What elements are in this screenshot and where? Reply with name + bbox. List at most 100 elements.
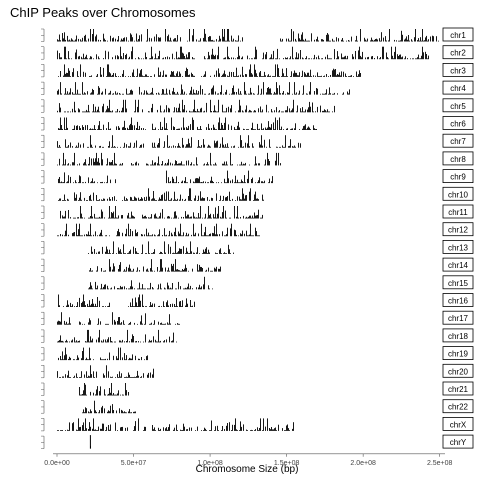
peak-bar xyxy=(83,409,84,414)
peak-bar xyxy=(209,288,210,290)
peak-bar xyxy=(292,46,293,60)
peak-bar xyxy=(297,57,298,60)
strip-label-chr12: chr12 xyxy=(448,226,469,235)
peak-bar xyxy=(97,93,98,95)
peak-bar xyxy=(208,267,209,272)
peak-bar xyxy=(268,159,269,166)
peak-bar xyxy=(189,188,190,201)
peak-bar xyxy=(274,428,275,431)
peak-bar xyxy=(209,234,210,237)
peak-bar xyxy=(154,427,155,431)
strip-box-chrX xyxy=(442,416,474,431)
peak-bar xyxy=(68,323,69,325)
peak-bar xyxy=(162,161,163,166)
peak-bar xyxy=(178,323,179,325)
peak-bar xyxy=(217,213,218,219)
peak-bar xyxy=(141,288,142,290)
peak-bar xyxy=(144,359,145,361)
peak-bar xyxy=(245,74,246,77)
peak-bar xyxy=(120,376,121,378)
peak-bar xyxy=(84,383,85,396)
peak-bar xyxy=(78,200,79,201)
peak-bar xyxy=(179,199,180,201)
peak-bar xyxy=(207,235,208,237)
peak-bar xyxy=(149,306,150,307)
peak-bar xyxy=(160,428,161,431)
peak-bar xyxy=(323,39,324,42)
peak-bar xyxy=(138,129,139,130)
peak-bar xyxy=(95,281,96,290)
strip-box-chr8 xyxy=(442,151,474,166)
peak-bar xyxy=(70,302,71,307)
peak-bar xyxy=(94,161,95,166)
peak-bar xyxy=(142,75,143,77)
peak-bar xyxy=(263,128,264,130)
peak-bar xyxy=(79,297,80,307)
peak-bar xyxy=(116,199,117,201)
peak-bar xyxy=(169,57,170,60)
peak-bar xyxy=(125,383,126,396)
peak-bar xyxy=(101,182,102,184)
peak-bar xyxy=(169,200,170,201)
peak-bar xyxy=(79,109,80,113)
peak-bar xyxy=(365,39,366,42)
peak-bar xyxy=(119,232,120,237)
peak-bar xyxy=(225,210,226,219)
peak-bar xyxy=(176,200,177,201)
peak-bar xyxy=(380,57,381,60)
peak-bar xyxy=(223,206,224,219)
peak-bar xyxy=(190,146,191,148)
peak-bar xyxy=(212,270,213,272)
peak-bar xyxy=(165,235,166,237)
peak-bar xyxy=(153,323,154,325)
peak-bar xyxy=(116,217,117,219)
peak-bar xyxy=(99,216,100,219)
peak-bar xyxy=(203,198,204,201)
peak-bar xyxy=(135,197,136,201)
peak-bar xyxy=(186,144,187,148)
peak-bar xyxy=(161,195,162,201)
peak-bar xyxy=(263,52,264,60)
peak-bar xyxy=(126,108,127,113)
peak-bar xyxy=(212,198,213,201)
peak-bar xyxy=(107,306,108,307)
peak-bar xyxy=(208,164,209,166)
peak-bar xyxy=(70,111,71,113)
peak-bar xyxy=(172,265,173,272)
peak-bar xyxy=(148,164,149,166)
peak-bar xyxy=(226,425,227,431)
peak-bar xyxy=(101,74,102,77)
peak-bar xyxy=(157,288,158,290)
panel-chr15: chr15 xyxy=(41,275,474,290)
peak-bar xyxy=(193,164,194,166)
peak-bar xyxy=(190,90,191,95)
peak-bar xyxy=(267,88,268,95)
peak-bar xyxy=(276,107,277,113)
peak-bar xyxy=(267,418,268,431)
peak-bar xyxy=(168,267,169,272)
peak-bar xyxy=(333,68,334,77)
peak-bar xyxy=(262,58,263,60)
peak-bar xyxy=(225,197,226,201)
peak-bar xyxy=(373,40,374,42)
peak-bar xyxy=(133,377,134,378)
peak-bar xyxy=(109,429,110,431)
peak-bar xyxy=(266,128,267,130)
peak-bar xyxy=(175,241,176,254)
panel-chr17: chr17 xyxy=(41,310,474,325)
peak-bar xyxy=(57,430,58,431)
peak-bar xyxy=(68,175,69,184)
peak-bar xyxy=(137,252,138,254)
peak-bar xyxy=(84,162,85,166)
peak-bar xyxy=(175,288,176,290)
peak-bar xyxy=(102,341,103,343)
peak-bar xyxy=(293,31,294,42)
peak-bar xyxy=(127,427,128,431)
peak-bar xyxy=(124,269,125,272)
peak-bar xyxy=(379,38,380,42)
peaks-chrY xyxy=(89,435,91,449)
peak-bar xyxy=(229,93,230,95)
peak-bar xyxy=(171,263,172,272)
peak-bar xyxy=(247,430,248,431)
peak-bar xyxy=(395,46,396,60)
